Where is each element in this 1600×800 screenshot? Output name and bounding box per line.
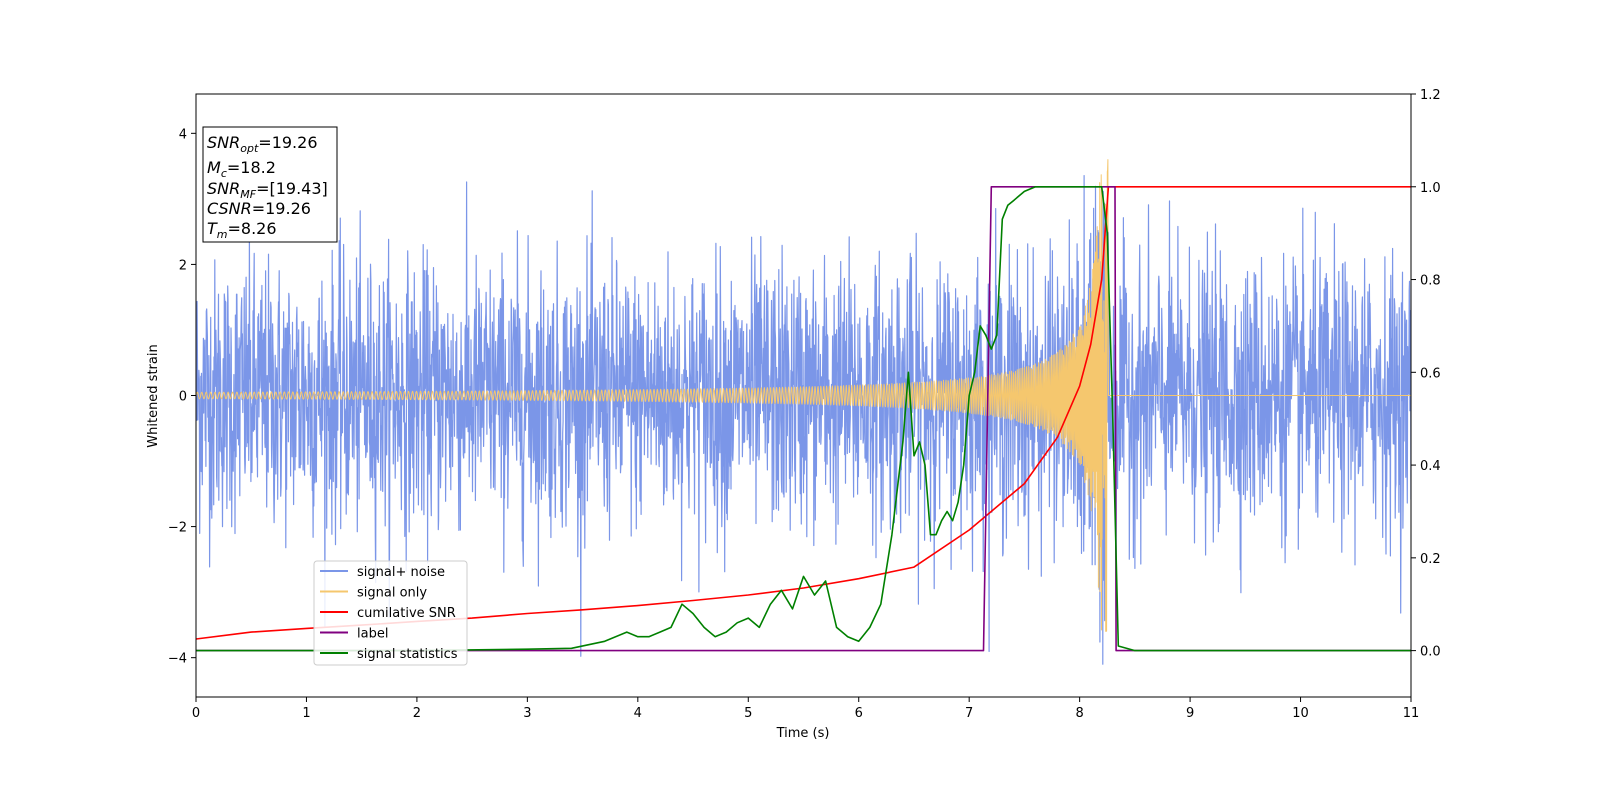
series-line-signal-only — [196, 159, 1411, 632]
x-axis-title: Time (s) — [776, 726, 830, 741]
info-line: SNRopt=19.26 — [207, 133, 318, 155]
legend: signal+ noise signal only cumilative SNR la… — [313, 560, 468, 666]
y-left-tick-label: −2 — [168, 521, 187, 536]
x-tick-label: 1 — [302, 706, 310, 721]
y-right-tick-label: 0.0 — [1420, 645, 1441, 660]
info-line: CSNR=19.26 — [207, 199, 311, 218]
legend-label: cumilative SNR — [357, 606, 456, 621]
info-box: SNRopt=19.26 Mc=18.2SNRMF=[19.43]CSNR=19.… — [202, 126, 338, 243]
y-right-tick-label: 0.6 — [1420, 366, 1441, 381]
legend-label: signal only — [357, 586, 427, 601]
legend-label: signal statistics — [357, 647, 458, 662]
legend-frame — [313, 560, 468, 666]
y-left-tick-label: 4 — [179, 127, 187, 142]
x-tick-label: 9 — [1186, 706, 1194, 721]
y-left-tick-label: 0 — [179, 390, 187, 405]
legend-label: label — [357, 627, 388, 642]
y-right-tick-label: 0.8 — [1420, 274, 1441, 289]
series-line-signal-noise — [196, 175, 1411, 665]
y-axis-title: Whitened strain — [146, 344, 161, 447]
x-tick-label: 3 — [523, 706, 531, 721]
legend-label: signal+ noise — [357, 565, 445, 580]
x-tick-label: 6 — [855, 706, 863, 721]
x-tick-label: 8 — [1075, 706, 1083, 721]
x-tick-label: 11 — [1403, 706, 1420, 721]
series-line-signal-statistics — [196, 186, 1411, 652]
y-right-tick-label: 1.0 — [1420, 181, 1441, 196]
info-line: SNRMF=[19.43] — [207, 179, 328, 201]
y-right-tick-label: 0.2 — [1420, 552, 1441, 567]
info-line: Tm=8.26 — [207, 219, 277, 241]
y-right-tick-label: 1.2 — [1420, 88, 1441, 103]
x-tick-label: 5 — [744, 706, 752, 721]
x-tick-label: 2 — [413, 706, 421, 721]
y-left-tick-label: 2 — [179, 258, 187, 273]
y-left-tick-label: −4 — [168, 652, 187, 667]
y-right-tick-label: 0.4 — [1420, 459, 1441, 474]
info-line: Mc=18.2 — [207, 158, 276, 180]
x-tick-label: 7 — [965, 706, 973, 721]
axes: 0 1 2 3 4 5 6 7 8 9 10 11 4 2 0 −2 −4 1.2 1.0 0.8 0.6 0.4 0.2 0… — [168, 88, 1441, 721]
x-tick-label: 4 — [634, 706, 642, 721]
x-tick-label: 10 — [1292, 706, 1309, 721]
info-box-frame — [202, 126, 338, 243]
x-tick-label: 0 — [192, 706, 200, 721]
